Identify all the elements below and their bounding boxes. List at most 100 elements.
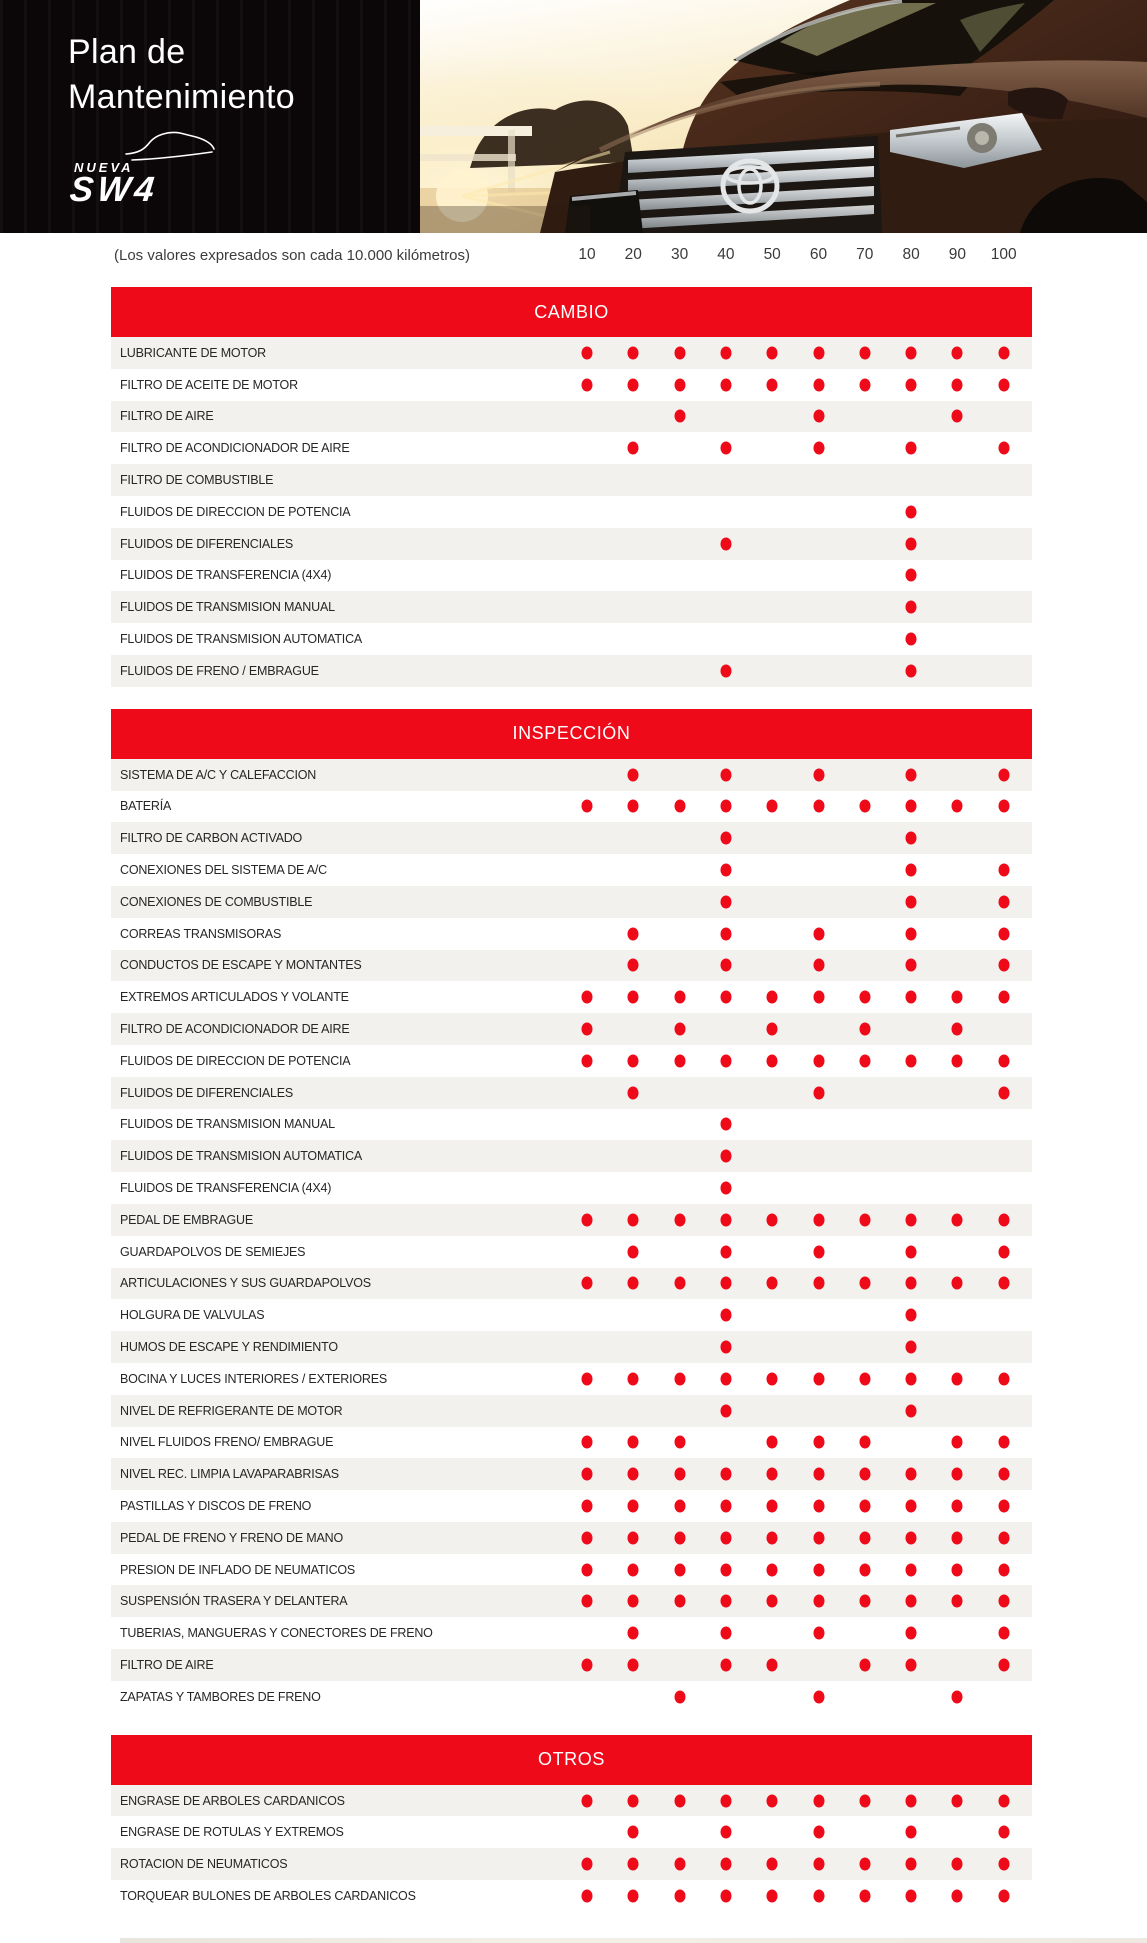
schedule-dot bbox=[998, 1499, 1010, 1513]
schedule-dot bbox=[859, 1022, 871, 1036]
table-row: FILTRO DE AIRE bbox=[111, 400, 1032, 433]
schedule-dot bbox=[720, 1499, 732, 1513]
logo-sw4-text: SW4 bbox=[68, 170, 160, 209]
schedule-dot bbox=[674, 799, 686, 813]
schedule-dot bbox=[859, 1213, 871, 1227]
schedule-dot bbox=[720, 1857, 732, 1871]
schedule-dot bbox=[766, 1022, 778, 1036]
table-row: HOLGURA DE VALVULAS bbox=[111, 1299, 1032, 1332]
schedule-dot bbox=[627, 1213, 639, 1227]
row-label: NIVEL DE REFRIGERANTE DE MOTOR bbox=[120, 1403, 343, 1418]
schedule-dot bbox=[813, 1276, 824, 1290]
row-label: FILTRO DE CARBON ACTIVADO bbox=[120, 831, 303, 846]
row-label: CONEXIONES DE COMBUSTIBLE bbox=[120, 894, 313, 909]
row-label: ENGRASE DE ARBOLES CARDANICOS bbox=[120, 1793, 345, 1808]
schedule-dot bbox=[674, 1276, 686, 1290]
column-header: 50 bbox=[763, 246, 781, 263]
schedule-dot bbox=[766, 1276, 778, 1290]
schedule-dot bbox=[905, 1213, 917, 1227]
schedule-dot bbox=[720, 863, 732, 877]
schedule-dot bbox=[627, 768, 639, 782]
schedule-dot bbox=[766, 1531, 778, 1545]
table-row: ZAPATAS Y TAMBORES DE FRENO bbox=[111, 1680, 1032, 1713]
table-row: ROTACION DE NEUMATICOS bbox=[111, 1848, 1032, 1881]
schedule-dot bbox=[905, 346, 917, 360]
schedule-dot bbox=[951, 1435, 963, 1449]
schedule-dot bbox=[905, 1276, 917, 1290]
schedule-dot bbox=[905, 1467, 917, 1481]
table-row: FILTRO DE ACEITE DE MOTOR bbox=[111, 368, 1032, 401]
schedule-dot bbox=[581, 1857, 593, 1871]
schedule-dot bbox=[998, 768, 1010, 782]
schedule-dot bbox=[581, 1435, 593, 1449]
schedule-dot bbox=[813, 990, 824, 1004]
schedule-dot bbox=[998, 799, 1010, 813]
schedule-dot bbox=[998, 1054, 1010, 1068]
column-header: 40 bbox=[717, 246, 735, 263]
schedule-dot bbox=[813, 1499, 824, 1513]
schedule-dot bbox=[581, 1467, 593, 1481]
schedule-dot bbox=[951, 1531, 963, 1545]
page-title: Plan de Mantenimiento bbox=[68, 30, 295, 120]
maintenance-table: (Los valores expresados son cada 10.000 … bbox=[111, 238, 1032, 1912]
schedule-dot bbox=[998, 1372, 1010, 1386]
section-header: OTROS bbox=[111, 1734, 1032, 1785]
schedule-dot bbox=[998, 895, 1010, 909]
row-label: CORREAS TRANSMISORAS bbox=[120, 926, 282, 941]
table-row: FLUIDOS DE DIFERENCIALES bbox=[111, 1076, 1032, 1109]
schedule-dot bbox=[859, 1054, 871, 1068]
schedule-dot bbox=[905, 537, 917, 551]
schedule-dot bbox=[859, 799, 871, 813]
schedule-dot bbox=[998, 1889, 1010, 1903]
table-row: CONEXIONES DE COMBUSTIBLE bbox=[111, 885, 1032, 918]
columns-row: (Los valores expresados son cada 10.000 … bbox=[111, 238, 1032, 287]
schedule-dot bbox=[951, 378, 963, 392]
schedule-dot bbox=[720, 831, 732, 845]
row-label: BATERÍA bbox=[120, 799, 172, 814]
schedule-dot bbox=[951, 1499, 963, 1513]
schedule-dot bbox=[813, 409, 824, 423]
schedule-dot bbox=[627, 927, 639, 941]
schedule-dot bbox=[905, 600, 917, 614]
suv-photo-illustration bbox=[420, 0, 1147, 233]
schedule-dot bbox=[581, 1022, 593, 1036]
table-row: NIVEL FLUIDOS FRENO/ EMBRAGUE bbox=[111, 1426, 1032, 1459]
schedule-dot bbox=[720, 1594, 732, 1608]
schedule-dot bbox=[905, 799, 917, 813]
schedule-dot bbox=[813, 1825, 824, 1839]
schedule-dot bbox=[627, 378, 639, 392]
table-row: FLUIDOS DE TRANSFERENCIA (4X4) bbox=[111, 1172, 1032, 1204]
schedule-dot bbox=[951, 1372, 963, 1386]
schedule-dot bbox=[998, 1594, 1010, 1608]
schedule-dot bbox=[581, 346, 593, 360]
section-rows: LUBRICANTE DE MOTOR FILTRO DE ACEITE DE M… bbox=[111, 337, 1032, 687]
schedule-dot bbox=[766, 799, 778, 813]
schedule-dot bbox=[766, 378, 778, 392]
table-row: TORQUEAR BULONES DE ARBOLES CARDANICOS bbox=[111, 1880, 1032, 1912]
schedule-dot bbox=[859, 1276, 871, 1290]
column-header: 70 bbox=[856, 246, 874, 263]
schedule-dot bbox=[720, 927, 732, 941]
schedule-dot bbox=[905, 831, 917, 845]
schedule-dot bbox=[581, 990, 593, 1004]
schedule-dot bbox=[859, 1499, 871, 1513]
schedule-dot bbox=[627, 1531, 639, 1545]
table-row: FLUIDOS DE DIFERENCIALES bbox=[111, 527, 1032, 560]
schedule-dot bbox=[813, 1467, 824, 1481]
row-label: FLUIDOS DE DIRECCION DE POTENCIA bbox=[120, 1053, 351, 1068]
schedule-dot bbox=[581, 1213, 593, 1227]
schedule-dot bbox=[905, 1340, 917, 1354]
schedule-dot bbox=[720, 1149, 732, 1163]
schedule-dot bbox=[766, 1499, 778, 1513]
schedule-dot bbox=[813, 927, 824, 941]
schedule-dot bbox=[720, 1404, 732, 1418]
schedule-dot bbox=[859, 1594, 871, 1608]
section-rows: ENGRASE DE ARBOLES CARDANICOS ENGRASE DE … bbox=[111, 1784, 1032, 1912]
row-label: FLUIDOS DE DIFERENCIALES bbox=[120, 1085, 294, 1100]
logo-nueva-text: NUEVA bbox=[74, 160, 134, 175]
schedule-dot bbox=[905, 1825, 917, 1839]
schedule-dot bbox=[998, 1658, 1010, 1672]
column-header: 100 bbox=[990, 246, 1017, 263]
schedule-dot bbox=[813, 1794, 824, 1808]
schedule-dot bbox=[581, 1531, 593, 1545]
